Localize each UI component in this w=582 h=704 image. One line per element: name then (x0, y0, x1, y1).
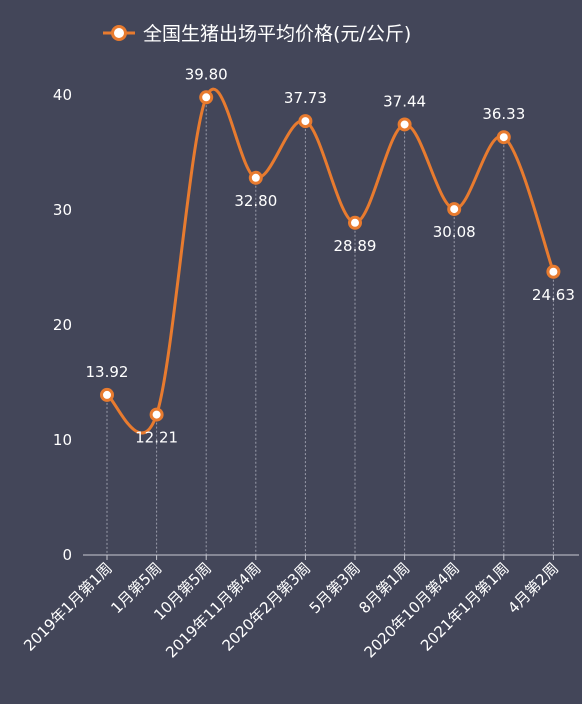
data-point[interactable] (149, 407, 164, 422)
data-point[interactable] (298, 114, 313, 129)
x-axis: 2019年1月第1周1月第5周10月第5周2019年11月第4周2020年2月第… (20, 554, 579, 661)
data-label: 32.80 (234, 192, 277, 210)
drop-lines (106, 97, 554, 555)
x-tick-label: 2021年1月第1周 (417, 559, 513, 655)
data-point[interactable] (100, 387, 114, 402)
data-label: 12.21 (135, 429, 178, 447)
data-label: 37.73 (284, 89, 327, 107)
y-tick-label: 10 (53, 431, 72, 449)
y-tick-label: 20 (53, 316, 72, 334)
y-tick-label: 40 (53, 86, 72, 104)
data-label: 28.89 (334, 237, 377, 255)
series-line (106, 87, 555, 435)
data-point[interactable] (496, 130, 511, 145)
legend[interactable]: 全国生猪出场平均价格(元/公斤) (103, 23, 411, 45)
y-tick-label: 0 (62, 546, 72, 564)
data-label: 24.63 (532, 286, 575, 304)
y-tick-label: 30 (53, 201, 72, 219)
data-point[interactable] (199, 90, 214, 105)
data-label: 39.80 (185, 65, 228, 83)
x-tick-label: 2019年1月第1周 (20, 559, 116, 655)
data-label: 13.92 (86, 363, 129, 381)
legend-marker-icon (111, 25, 127, 41)
data-label: 37.44 (383, 92, 426, 110)
x-tick-label: 2020年2月第3周 (219, 559, 315, 655)
data-point[interactable] (546, 264, 561, 279)
x-tick-label: 4月第2周 (504, 559, 562, 617)
data-point[interactable] (397, 117, 412, 132)
x-tick-label: 5月第3周 (306, 559, 364, 617)
data-point[interactable] (248, 170, 263, 185)
data-point[interactable] (447, 202, 462, 217)
data-labels: 13.92 12.21 39.80 32.80 37.73 28.89 37.44 30.08… (86, 65, 575, 446)
series-group (100, 87, 561, 435)
data-label: 36.33 (482, 105, 525, 123)
data-label: 30.08 (433, 223, 476, 241)
y-axis: 0 10 20 30 40 (53, 86, 72, 564)
legend-label[interactable]: 全国生猪出场平均价格(元/公斤) (143, 23, 411, 45)
data-point[interactable] (348, 215, 362, 230)
